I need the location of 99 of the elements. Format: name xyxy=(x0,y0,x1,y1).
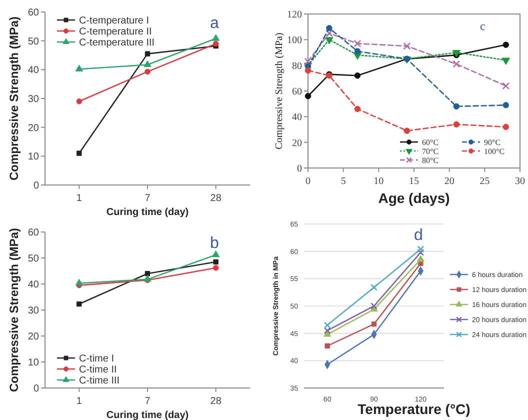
point xyxy=(304,93,312,100)
legend-label: C-time II xyxy=(79,364,117,376)
legend-label: 100°C xyxy=(484,146,505,156)
point xyxy=(502,82,510,90)
point xyxy=(403,42,411,50)
legend-label: 90°C xyxy=(484,138,501,147)
legend-label: C-temperature II xyxy=(79,26,152,38)
legend-label: C-time III xyxy=(79,376,120,386)
point xyxy=(326,24,332,32)
point xyxy=(324,322,331,329)
x-tick-label: 30 xyxy=(515,176,525,187)
point xyxy=(144,51,150,56)
point xyxy=(144,274,152,282)
y-tick-label: 30 xyxy=(28,94,40,105)
point xyxy=(144,60,152,68)
point xyxy=(212,250,220,258)
y-tick-label: 20 xyxy=(292,138,302,149)
point xyxy=(326,30,333,37)
x-tick-label: 7 xyxy=(144,396,151,407)
x-tick-label: 5 xyxy=(340,176,346,187)
point xyxy=(76,98,82,104)
legend-label: C-temperature I xyxy=(79,16,150,26)
point xyxy=(453,121,460,128)
x-tick-label: 25 xyxy=(480,176,490,187)
y-tick-label: 60 xyxy=(28,228,40,238)
point xyxy=(452,60,460,68)
x-tick-label: 20 xyxy=(444,176,454,187)
point xyxy=(371,321,377,327)
y-tick-label: 40 xyxy=(28,65,40,76)
annotation: b xyxy=(210,235,219,252)
y-tick-label: 10 xyxy=(28,152,40,163)
y-tick-label: 20 xyxy=(28,332,40,342)
point xyxy=(213,259,218,264)
point xyxy=(502,42,509,48)
x-tick-label: 15 xyxy=(409,176,419,187)
x-tick-label: 7 xyxy=(144,193,151,204)
legend-label: 80°C xyxy=(422,156,439,165)
y-axis-title: Compressive Strength (MPa) xyxy=(7,16,21,181)
y-tick-label: 60 xyxy=(28,8,40,18)
point xyxy=(324,327,331,334)
y-tick-label: 50 xyxy=(28,36,40,48)
x-tick-label: 28 xyxy=(210,193,222,204)
y-axis-title: Compressive Strength (MPa) xyxy=(7,228,21,392)
point xyxy=(354,72,361,79)
annotation: c xyxy=(480,19,486,33)
point xyxy=(417,246,424,253)
point xyxy=(354,106,361,112)
y-tick-label: 50 xyxy=(28,254,40,264)
point xyxy=(354,48,361,54)
x-tick-label: 28 xyxy=(210,396,222,407)
legend-label: C-temperature III xyxy=(79,38,155,48)
x-axis-title: Curing time (day) xyxy=(106,410,189,420)
point xyxy=(502,124,509,130)
y-tick-label: 80 xyxy=(292,60,302,72)
y-axis-title: Compressive Strength (MPa) xyxy=(274,32,285,150)
x-axis-title: Age (days) xyxy=(378,190,450,206)
point xyxy=(417,248,424,256)
point xyxy=(304,58,312,66)
x-axis-title: Temperature (°C) xyxy=(358,401,470,417)
x-tick-label: 0 xyxy=(306,176,310,187)
y-tick-label: 40 xyxy=(292,112,302,124)
point xyxy=(304,67,312,74)
annotation: a xyxy=(210,15,219,32)
point xyxy=(404,128,410,134)
y-tick-label: 20 xyxy=(28,122,40,134)
y-tick-label: 10 xyxy=(28,358,40,368)
x-tick-label: 10 xyxy=(374,176,384,187)
y-tick-label: 120 xyxy=(287,10,302,20)
point xyxy=(502,102,509,108)
point xyxy=(325,37,334,44)
y-tick-label: 60 xyxy=(292,86,302,98)
x-tick-label: 1 xyxy=(76,396,82,407)
legend-label: 60°C xyxy=(422,138,439,147)
point xyxy=(75,64,83,72)
y-tick-label: 100 xyxy=(287,35,302,46)
point xyxy=(212,34,220,41)
point xyxy=(212,40,219,47)
legend-label: 70°C xyxy=(422,146,439,156)
legend-label: C-time I xyxy=(79,354,114,364)
y-tick-label: 0 xyxy=(33,384,40,394)
y-tick-label: 40 xyxy=(28,280,40,290)
y-tick-label: 0 xyxy=(297,164,302,174)
point xyxy=(354,40,362,48)
point xyxy=(144,68,150,75)
point xyxy=(76,150,82,156)
point xyxy=(324,343,330,348)
point xyxy=(76,301,82,307)
point xyxy=(212,264,219,271)
point xyxy=(75,278,83,286)
point xyxy=(370,284,378,291)
point xyxy=(502,58,510,65)
point xyxy=(416,255,424,262)
x-tick-label: 1 xyxy=(76,193,82,204)
x-axis-title: Curing time (day) xyxy=(106,207,189,218)
annotation: d xyxy=(414,227,423,244)
point xyxy=(144,271,150,276)
point xyxy=(453,103,460,110)
y-tick-label: 30 xyxy=(28,306,40,316)
point xyxy=(370,302,378,310)
